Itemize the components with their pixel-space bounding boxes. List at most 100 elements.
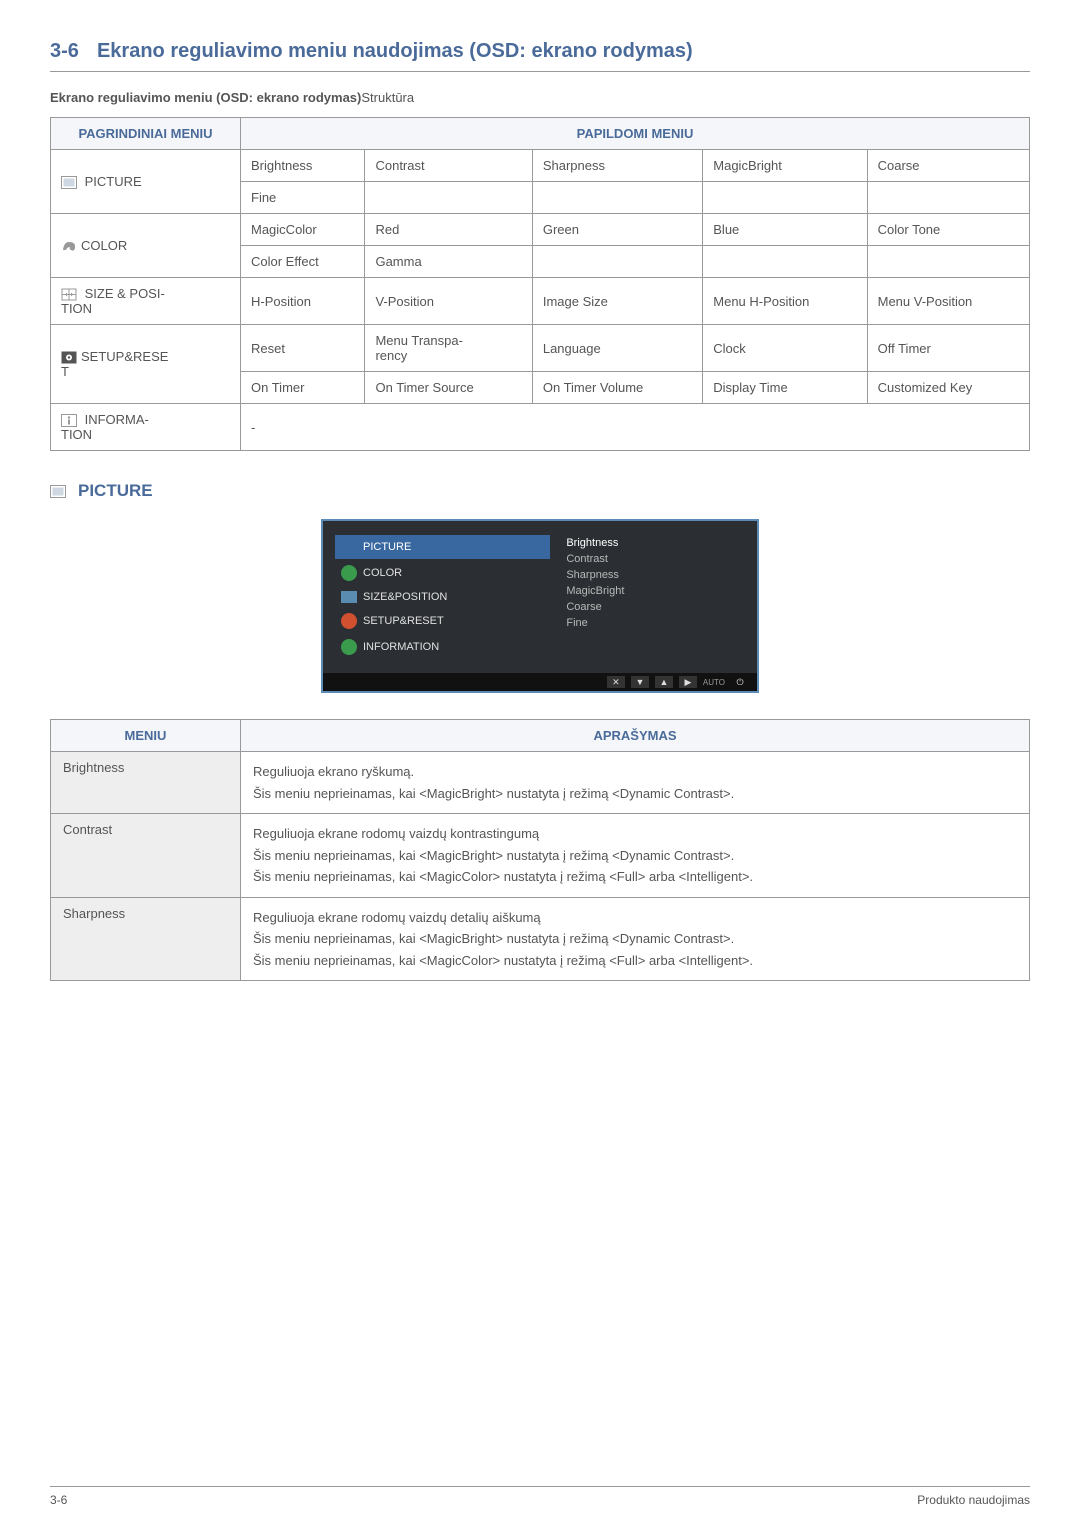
table-cell: On Timer Volume [532,372,702,404]
table-cell: Coarse [867,150,1029,182]
osd-submenu-item: Fine [566,615,745,631]
th-desc: APRAŠYMAS [241,720,1030,752]
osd-close-icon: ✕ [607,676,625,688]
table-row-label: SETUP&RESET [51,325,241,404]
picture-heading: PICTURE [78,481,153,501]
table-cell: V-Position [365,278,532,325]
osd-menu-item: INFORMATION [335,635,550,659]
th-main: PAGRINDINIAI MENIU [51,118,241,150]
osd-item-label: SIZE&POSITION [363,591,447,603]
table-cell: H-Position [241,278,365,325]
table-cell: Menu V-Position [867,278,1029,325]
desc-text-cell: Reguliuoja ekrano ryškumą.Šis meniu nepr… [241,752,1030,814]
osd-auto-label: AUTO [703,678,725,687]
table-cell: MagicBright [703,150,867,182]
table-cell: Color Tone [867,214,1029,246]
footer-left: 3-6 [50,1493,67,1507]
osd-right-panel: BrightnessContrastSharpnessMagicBrightCo… [566,531,749,665]
table-cell: MagicColor [241,214,365,246]
table-cell [867,182,1029,214]
osd-submenu-item: Brightness [566,535,745,551]
table-cell: Contrast [365,150,532,182]
osd-item-label: COLOR [363,567,402,579]
desc-line: Reguliuoja ekrano ryškumą. [253,762,1017,782]
table-cell [703,182,867,214]
table-cell: Blue [703,214,867,246]
osd-submenu-item: Coarse [566,599,745,615]
desc-line: Šis meniu neprieinamas, kai <MagicBright… [253,784,1017,804]
table-cell: Brightness [241,150,365,182]
table-cell: Off Timer [867,325,1029,372]
table-cell: Customized Key [867,372,1029,404]
desc-menu-cell: Contrast [51,814,241,898]
subtitle: Ekrano reguliavimo meniu (OSD: ekrano ro… [50,90,1030,105]
table-cell: Image Size [532,278,702,325]
table-cell [532,182,702,214]
table-cell: Fine [241,182,365,214]
osd-item-label: SETUP&RESET [363,615,444,627]
desc-text-cell: Reguliuoja ekrane rodomų vaizdų detalių … [241,897,1030,981]
table-cell: Clock [703,325,867,372]
desc-text-cell: Reguliuoja ekrane rodomų vaizdų kontrast… [241,814,1030,898]
osd-bottom-bar: ✕ ▼ ▲ ▶ AUTO ⏻ [323,673,757,691]
table-cell: Menu Transpa-rency [365,325,532,372]
picture-icon [50,485,66,498]
osd-left-panel: PICTURE COLOR SIZE&POSITION SETUP&RESET INFO… [331,531,554,665]
table-row-label: PICTURE [51,150,241,214]
section-number: 3-6 [50,40,79,62]
table-cell: - [241,404,1030,451]
table-cell: Display Time [703,372,867,404]
table-cell: On Timer [241,372,365,404]
osd-item-label: INFORMATION [363,641,439,653]
color-icon [61,240,77,253]
osd-down-icon: ▼ [631,676,649,688]
osd-menu-item: SIZE&POSITION [335,587,550,607]
desc-line: Šis meniu neprieinamas, kai <MagicColor>… [253,867,1017,887]
table-cell: Green [532,214,702,246]
desc-line: Šis meniu neprieinamas, kai <MagicBright… [253,929,1017,949]
osd-submenu-item: MagicBright [566,583,745,599]
table-row-label: SIZE & POSI-TION [51,278,241,325]
subtitle-bold: Ekrano reguliavimo meniu (OSD: ekrano ro… [50,90,361,105]
page-footer: 3-6 Produkto naudojimas [50,1486,1030,1507]
setup-icon [61,351,77,364]
osd-menu-item: COLOR [335,561,550,585]
table-cell: Gamma [365,246,532,278]
th-menu: MENIU [51,720,241,752]
desc-line: Šis meniu neprieinamas, kai <MagicBright… [253,846,1017,866]
table-cell: Menu H-Position [703,278,867,325]
osd-play-icon: ▶ [679,676,697,688]
table-cell [703,246,867,278]
desc-menu-cell: Brightness [51,752,241,814]
structure-table: PAGRINDINIAI MENIUPAPILDOMI MENIU PICTUR… [50,117,1030,451]
table-cell [532,246,702,278]
desc-line: Reguliuoja ekrane rodomų vaizdų kontrast… [253,824,1017,844]
table-cell: Language [532,325,702,372]
table-cell: Reset [241,325,365,372]
picture-icon [61,176,77,189]
table-cell: On Timer Source [365,372,532,404]
table-cell: Red [365,214,532,246]
osd-submenu-item: Contrast [566,551,745,567]
osd-item-label: PICTURE [363,541,411,553]
osd-up-icon: ▲ [655,676,673,688]
osd-menu-item: PICTURE [335,535,550,559]
desc-line: Šis meniu neprieinamas, kai <MagicColor>… [253,951,1017,971]
osd-power-icon: ⏻ [731,676,749,688]
osd-submenu-item: Sharpness [566,567,745,583]
divider [50,71,1030,72]
description-table: MENIUAPRAŠYMASBrightnessReguliuoja ekran… [50,719,1030,981]
footer-right: Produkto naudojimas [917,1493,1030,1507]
table-cell: Color Effect [241,246,365,278]
table-cell: Sharpness [532,150,702,182]
section-title: Ekrano reguliavimo meniu naudojimas (OSD… [97,40,693,62]
osd-preview: PICTURE COLOR SIZE&POSITION SETUP&RESET INFO… [321,519,759,693]
size-icon [61,288,77,301]
desc-line: Reguliuoja ekrane rodomų vaizdų detalių … [253,908,1017,928]
desc-menu-cell: Sharpness [51,897,241,981]
th-sub: PAPILDOMI MENIU [241,118,1030,150]
table-cell [365,182,532,214]
table-cell [867,246,1029,278]
subtitle-rest: Struktūra [361,90,414,105]
table-row-label: COLOR [51,214,241,278]
